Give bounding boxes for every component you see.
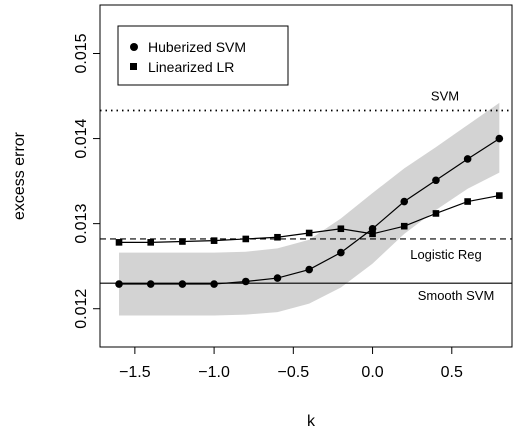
point-linearized-lr <box>337 225 345 233</box>
point-huberized-svm <box>432 176 440 185</box>
point-huberized-svm <box>178 280 187 288</box>
y-tick-label: 0.013 <box>73 204 90 244</box>
point-linearized-lr <box>115 239 123 246</box>
legend-label-linearized-lr: Linearized LR <box>148 59 234 75</box>
y-tick-label: 0.015 <box>73 33 90 73</box>
legend-label-huberized-svm: Huberized SVM <box>148 39 246 55</box>
point-linearized-lr <box>274 233 281 241</box>
point-huberized-svm <box>273 274 282 282</box>
y-axis: 0.012 0.013 0.014 0.015 <box>73 33 101 329</box>
point-huberized-svm <box>115 280 123 288</box>
x-tick-label: −1.0 <box>198 364 230 381</box>
point-linearized-lr <box>464 198 471 205</box>
point-linearized-lr <box>400 222 408 230</box>
legend-box <box>117 25 289 86</box>
point-linearized-lr <box>179 238 186 245</box>
point-linearized-lr <box>496 192 503 199</box>
point-huberized-svm <box>495 134 504 143</box>
x-tick-label: −1.5 <box>119 364 151 381</box>
point-huberized-svm <box>400 197 409 206</box>
point-linearized-lr <box>305 229 313 237</box>
point-huberized-svm <box>241 277 250 286</box>
point-linearized-lr <box>210 237 218 244</box>
y-tick-label: 0.014 <box>73 118 90 158</box>
reference-label-smooth-svm: Smooth SVM <box>418 288 495 303</box>
x-tick-label: 0.5 <box>441 364 463 381</box>
reference-lines-layer: SVM Logistic Reg Smooth SVM <box>100 88 512 303</box>
reference-label-logistic-reg: Logistic Reg <box>410 247 482 262</box>
point-huberized-svm <box>337 248 345 257</box>
y-axis-title: excess error <box>11 131 28 220</box>
x-tick-label: −0.5 <box>278 364 310 381</box>
legend-circle-marker <box>130 43 138 51</box>
legend-square-marker <box>130 63 137 70</box>
x-axis: −1.5 −1.0 −0.5 0.0 0.5 <box>119 346 463 381</box>
x-tick-label: 0.0 <box>361 364 383 381</box>
reference-label-svm: SVM <box>431 88 459 103</box>
point-linearized-lr <box>242 235 250 243</box>
legend: Huberized SVM Linearized LR <box>117 25 289 86</box>
point-linearized-lr <box>147 239 155 246</box>
point-huberized-svm <box>210 280 218 288</box>
series-layer <box>115 134 504 288</box>
point-huberized-svm <box>146 280 155 288</box>
y-tick-label: 0.012 <box>73 289 90 329</box>
point-linearized-lr <box>369 230 376 238</box>
confidence-band-layer <box>119 102 500 316</box>
point-linearized-lr <box>432 210 440 217</box>
x-axis-title: k <box>307 413 316 430</box>
point-huberized-svm <box>463 155 472 163</box>
point-huberized-svm <box>305 265 313 274</box>
confidence-band <box>119 102 500 316</box>
